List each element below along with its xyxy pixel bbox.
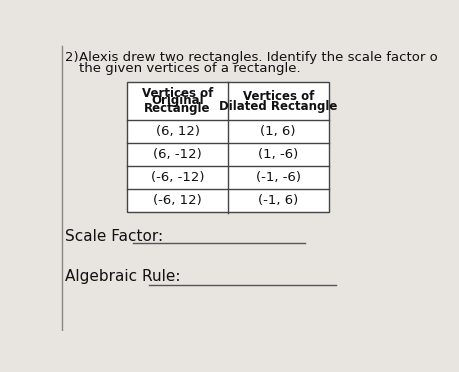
Text: (-1, 6): (-1, 6) [258, 195, 298, 208]
Text: the given vertices of a rectangle.: the given vertices of a rectangle. [79, 62, 301, 74]
Bar [127, 81, 329, 212]
Text: (-1, -6): (-1, -6) [256, 171, 301, 185]
Text: Rectangle: Rectangle [144, 102, 211, 115]
Text: (-6, -12): (-6, -12) [151, 171, 204, 185]
Text: (-6, 12): (-6, 12) [153, 195, 202, 208]
Text: Scale Factor:: Scale Factor: [65, 230, 163, 244]
Text: Vertices of: Vertices of [242, 90, 314, 103]
Text: (1, -6): (1, -6) [258, 148, 298, 161]
Text: Alexis drew two rectangles. Identify the scale factor o: Alexis drew two rectangles. Identify the… [79, 51, 438, 64]
Text: Algebraic Rule:: Algebraic Rule: [65, 269, 181, 285]
Text: Vertices of: Vertices of [142, 87, 213, 100]
Text: (1, 6): (1, 6) [261, 125, 296, 138]
Text: Dilated Rectangle: Dilated Rectangle [219, 100, 337, 113]
Text: 2): 2) [65, 51, 79, 64]
Text: (6, -12): (6, -12) [153, 148, 202, 161]
Text: (6, 12): (6, 12) [156, 125, 200, 138]
Text: Original: Original [151, 94, 204, 108]
